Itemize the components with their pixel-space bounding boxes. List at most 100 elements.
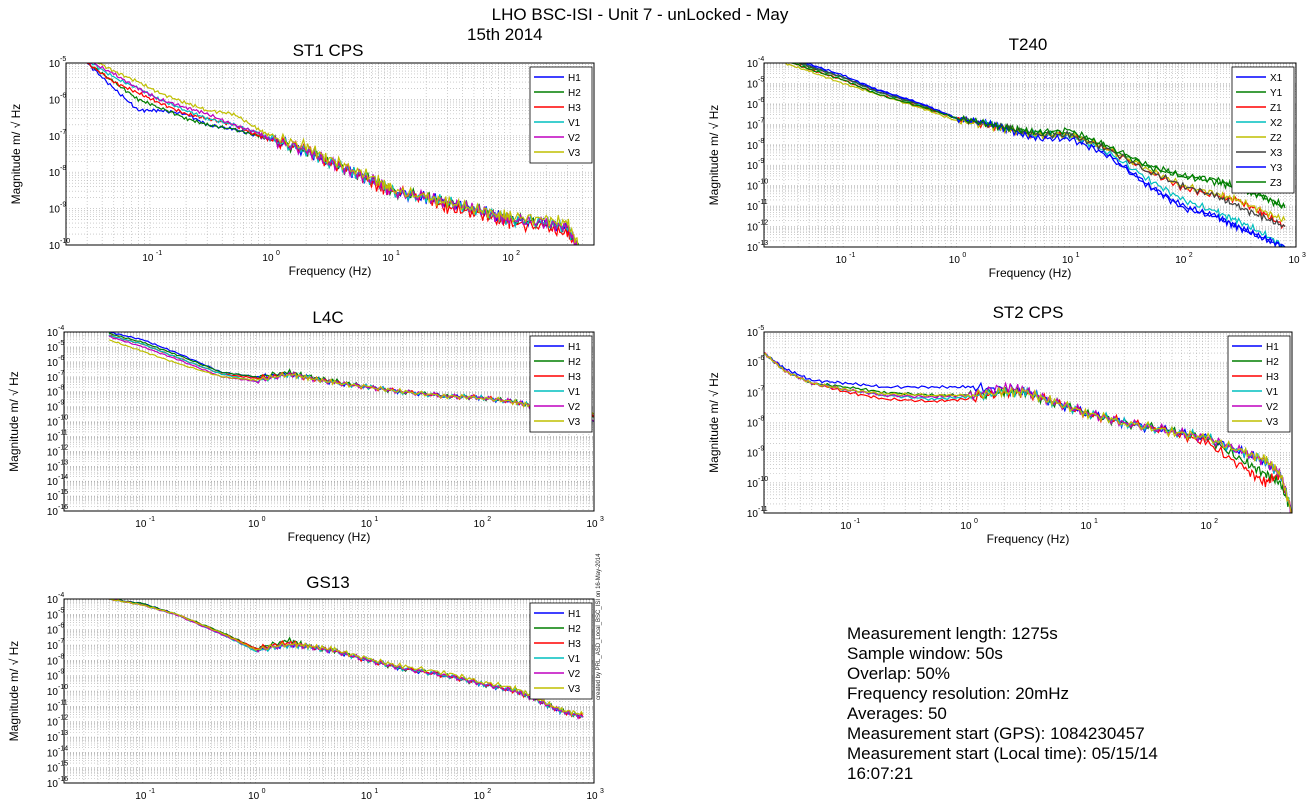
y-tick-label: 10 [49,241,61,252]
y-tick-exponent: -11 [758,199,768,206]
info-line: Overlap: 50% [847,664,950,683]
x-tick-exponent: 2 [487,516,491,523]
x-axis-label: Frequency (Hz) [288,530,371,544]
y-tick-label: 10 [47,373,59,384]
x-tick-label: 10 [586,519,598,530]
y-tick-label: 10 [747,100,759,111]
series-line-Z3 [791,63,1286,210]
y-axis-label: Magnitude m/ √ Hz [707,372,721,473]
x-tick-label: 10 [1288,255,1300,266]
series-group [783,63,1286,247]
chart-t240: 10-1310-1210-1110-1010-910-810-710-610-5… [707,35,1306,280]
info-line: Measurement start (Local time): 05/15/14 [847,744,1158,763]
x-tick-exponent: 2 [1214,518,1218,525]
y-axis-label: Magnitude m/ √ Hz [7,641,21,742]
series-group [764,351,1292,513]
y-tick-exponent: -15 [58,489,68,496]
y-tick-exponent: -6 [758,97,764,104]
y-tick-label: 10 [49,168,61,179]
y-tick-exponent: -11 [758,506,768,513]
x-tick-exponent: -1 [849,252,855,259]
legend-label: H1 [568,609,581,620]
x-tick-label: 10 [474,519,486,530]
x-tick-label: 10 [262,253,274,264]
y-tick-label: 10 [49,205,61,216]
y-tick-label: 10 [47,358,59,369]
x-tick-exponent: 3 [1302,252,1306,259]
info-line: Sample window: 50s [847,644,1003,663]
x-tick-label: 10 [586,791,598,802]
y-tick-label: 10 [47,764,59,775]
x-tick-label: 10 [840,521,852,532]
legend: H1 H2 H3 V1 V2 V3 [529,66,593,164]
series-line-V3 [108,339,594,418]
legend-label: H2 [1266,357,1279,368]
y-tick-label: 10 [747,479,759,490]
y-tick-exponent: -6 [58,623,64,630]
x-tick-exponent: 0 [276,250,280,257]
legend-box [1227,335,1291,433]
chart-title: L4C [312,308,343,327]
x-tick-exponent: 3 [600,516,604,523]
plot-frame [763,331,1293,514]
y-tick-exponent: -9 [58,400,64,407]
y-tick-label: 10 [47,432,59,443]
figure-title: LHO BSC-ISI - Unit 7 - unLocked - May [430,5,850,25]
y-tick-label: 10 [47,748,59,759]
y-tick-exponent: -8 [58,385,64,392]
series-group [86,63,580,245]
y-tick-exponent: -6 [60,92,66,99]
y-tick-label: 10 [47,388,59,399]
y-tick-exponent: -9 [60,202,66,209]
y-tick-exponent: -12 [758,220,768,227]
x-tick-exponent: 1 [1076,252,1080,259]
x-tick-label: 10 [1201,521,1213,532]
y-tick-label: 10 [47,610,59,621]
x-tick-label: 10 [503,253,515,264]
y-tick-exponent: -7 [758,385,764,392]
y-tick-label: 10 [747,328,759,339]
y-tick-label: 10 [747,223,759,234]
y-tick-exponent: -5 [58,340,64,347]
y-tick-label: 10 [47,779,59,790]
y-tick-label: 10 [47,672,59,683]
series-group [108,332,594,424]
plot-frame [63,331,595,512]
x-tick-label: 10 [248,519,260,530]
y-tick-exponent: -8 [758,416,764,423]
legend-label: V1 [568,654,581,665]
y-tick-label: 10 [747,358,759,369]
legend-label: V2 [1266,402,1279,413]
x-tick-label: 10 [361,791,373,802]
legend-label: V3 [568,417,581,428]
y-tick-label: 10 [47,507,59,518]
x-tick-exponent: 1 [374,788,378,795]
legend-label: H2 [568,357,581,368]
chart-title: ST1 CPS [293,41,364,60]
y-tick-exponent: -5 [58,607,64,614]
y-tick-exponent: -5 [60,56,66,63]
legend-label: V1 [568,387,581,398]
series-line-V3 [96,63,580,245]
legend-label: Z1 [1270,103,1282,114]
y-tick-exponent: -8 [60,165,66,172]
y-tick-exponent: -11 [58,699,68,706]
y-tick-exponent: -4 [758,56,764,63]
legend-label: V1 [568,118,581,129]
x-tick-label: 10 [836,255,848,266]
y-tick-exponent: -5 [758,325,764,332]
x-tick-label: 10 [1062,255,1074,266]
y-tick-label: 10 [47,343,59,354]
legend-label: H3 [568,103,581,114]
y-tick-exponent: -9 [758,158,764,165]
x-tick-exponent: 1 [396,250,400,257]
x-tick-exponent: -1 [156,250,162,257]
info-line: 16:07:21 [847,764,914,783]
y-tick-exponent: -10 [758,476,768,483]
figure-title-line2: 15th 2014 [467,25,543,44]
x-axis-label: Frequency (Hz) [989,266,1072,280]
x-tick-label: 10 [382,253,394,264]
